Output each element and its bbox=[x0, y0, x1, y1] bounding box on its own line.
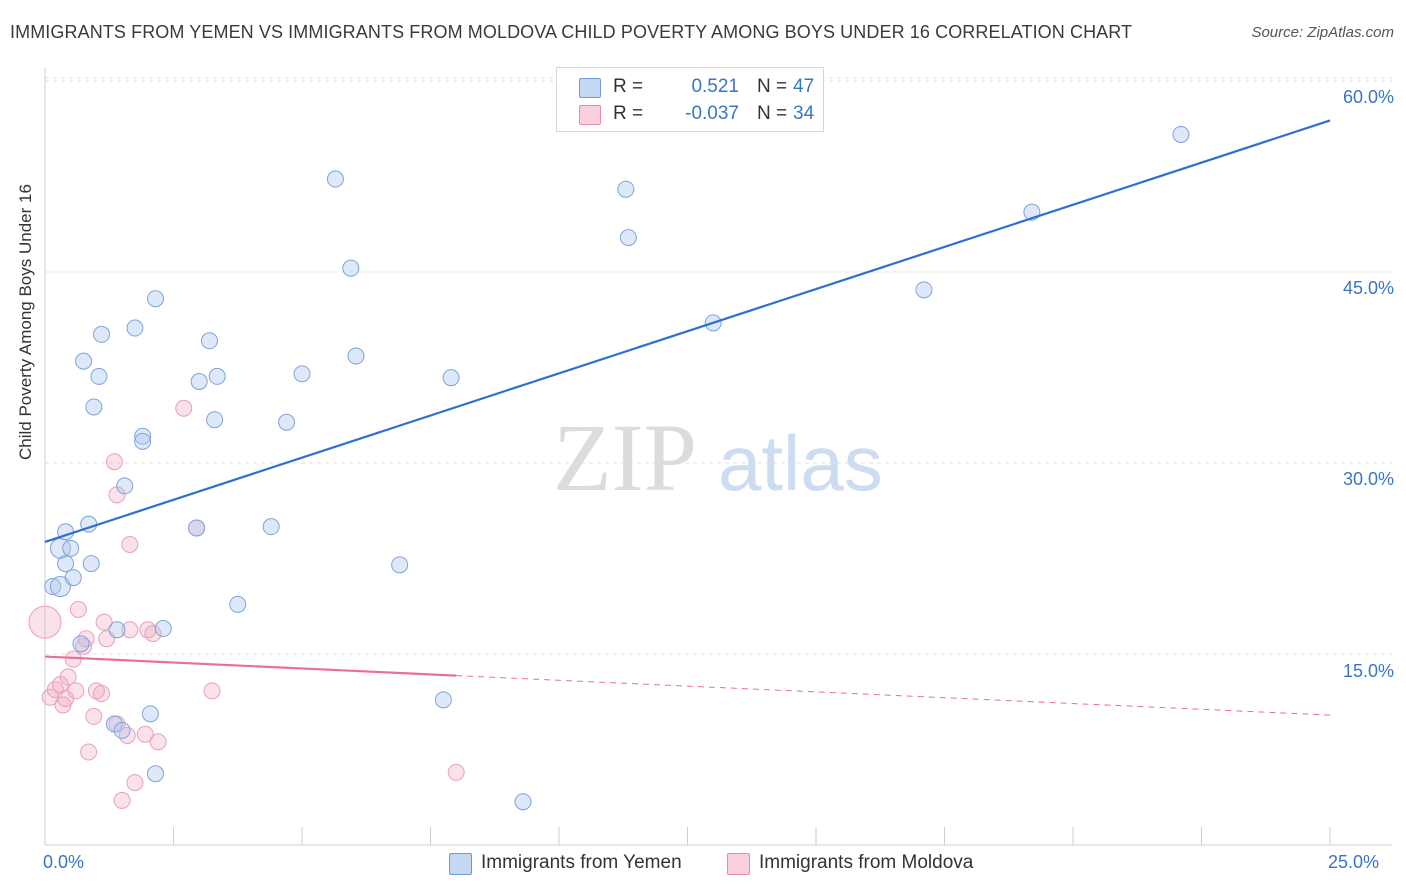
yemen-point bbox=[108, 621, 126, 639]
yemen-point bbox=[134, 427, 152, 445]
grid-lines bbox=[45, 77, 1392, 655]
watermark: ZIP atlas bbox=[553, 404, 883, 511]
moldova-point bbox=[67, 682, 85, 700]
yemen-point bbox=[62, 539, 80, 557]
bottom-legend-swatch-moldova bbox=[727, 853, 750, 875]
legend-swatch-yemen bbox=[579, 78, 601, 98]
legend-r-value-yemen: 0.521 bbox=[691, 76, 739, 97]
yemen-point bbox=[229, 595, 247, 613]
yemen-point bbox=[116, 477, 134, 495]
moldova-point bbox=[93, 684, 111, 702]
yemen-point bbox=[347, 347, 365, 365]
x-tick-label-min: 0.0% bbox=[43, 852, 85, 872]
moldova-point bbox=[80, 743, 98, 761]
yemen-point bbox=[90, 367, 108, 385]
moldova-points bbox=[28, 399, 465, 809]
yemen-point bbox=[85, 398, 103, 416]
yemen-point bbox=[72, 635, 90, 653]
y-tick-label-60: 60.0% bbox=[1342, 87, 1394, 107]
yemen-point bbox=[82, 555, 100, 573]
yemen-point bbox=[434, 691, 452, 709]
moldova-point bbox=[69, 600, 87, 618]
moldova-point bbox=[203, 682, 221, 700]
yemen-point bbox=[141, 705, 159, 723]
moldova-trend-line-dashed bbox=[456, 675, 1331, 716]
moldova-point bbox=[126, 774, 144, 792]
yemen-point bbox=[293, 365, 311, 383]
moldova-point bbox=[121, 535, 139, 553]
yemen-point bbox=[64, 569, 82, 587]
legend-n-label: N = bbox=[757, 103, 788, 124]
yemen-point bbox=[44, 578, 62, 596]
moldova-point bbox=[105, 453, 123, 471]
legend-r-label: R = bbox=[613, 76, 644, 97]
yemen-point bbox=[915, 281, 933, 299]
moldova-point bbox=[447, 763, 465, 781]
yemen-point bbox=[514, 793, 532, 811]
yemen-point bbox=[154, 620, 172, 638]
moldova-point bbox=[113, 791, 131, 809]
legend-n-value-yemen: 47 bbox=[793, 76, 815, 97]
legend-r-label: R = bbox=[613, 103, 644, 124]
yemen-point bbox=[442, 369, 460, 387]
moldova-point bbox=[121, 621, 139, 639]
trend-lines bbox=[44, 119, 1331, 716]
bottom-legend-label-moldova: Immigrants from Moldova bbox=[759, 852, 974, 873]
y-tick-label-45: 45.0% bbox=[1342, 278, 1394, 298]
yemen-point bbox=[188, 519, 206, 537]
yemen-point bbox=[126, 319, 144, 337]
moldova-point bbox=[87, 682, 105, 700]
x-tick-label-max: 25.0% bbox=[1328, 852, 1380, 872]
bottom-legend-swatch-yemen bbox=[449, 853, 472, 875]
yemen-point bbox=[278, 413, 296, 431]
y-tick-label-30: 30.0% bbox=[1342, 469, 1394, 489]
yemen-trend-line bbox=[44, 119, 1331, 543]
legend-n-value-moldova: 34 bbox=[793, 103, 815, 124]
bottom-legend-label-yemen: Immigrants from Yemen bbox=[481, 852, 682, 873]
yemen-point bbox=[342, 259, 360, 277]
watermark-atlas: atlas bbox=[718, 419, 883, 507]
y-tick-label-15: 15.0% bbox=[1342, 661, 1394, 681]
yemen-point bbox=[93, 325, 111, 343]
axes bbox=[44, 68, 1392, 846]
yemen-point bbox=[208, 367, 226, 385]
yemen-point bbox=[113, 721, 131, 739]
yemen-point bbox=[200, 332, 218, 350]
legend-swatch-moldova bbox=[579, 105, 601, 125]
moldova-point bbox=[144, 625, 162, 643]
chart-title: IMMIGRANTS FROM YEMEN VS IMMIGRANTS FROM… bbox=[10, 22, 1133, 42]
moldova-point bbox=[28, 605, 62, 639]
yemen-point bbox=[326, 170, 344, 188]
yemen-point bbox=[190, 373, 208, 391]
legend-r-value-moldova: -0.037 bbox=[685, 103, 739, 124]
moldova-point bbox=[118, 726, 136, 744]
yemen-point bbox=[206, 411, 224, 429]
moldova-point bbox=[59, 668, 77, 686]
moldova-trend-line bbox=[44, 655, 457, 677]
yemen-point bbox=[134, 432, 152, 450]
moldova-point bbox=[85, 707, 103, 725]
y-axis-label: Child Poverty Among Boys Under 16 bbox=[16, 184, 35, 460]
moldova-point bbox=[175, 399, 193, 417]
correlation-legend: R = 0.521 N = 47 R = -0.037 N = 34 bbox=[556, 67, 824, 132]
yemen-point bbox=[619, 229, 637, 247]
watermark-zip: ZIP bbox=[553, 404, 697, 511]
yemen-point bbox=[147, 765, 165, 783]
legend-n-label: N = bbox=[757, 76, 788, 97]
moldova-point bbox=[136, 725, 154, 743]
moldova-point bbox=[77, 630, 95, 648]
yemen-point bbox=[147, 290, 165, 308]
source-label: Source: ZipAtlas.com bbox=[1251, 24, 1394, 41]
moldova-point bbox=[149, 733, 167, 751]
yemen-point bbox=[49, 576, 71, 598]
yemen-point bbox=[262, 518, 280, 536]
yemen-point bbox=[391, 556, 409, 574]
yemen-point bbox=[75, 352, 93, 370]
yemen-point bbox=[617, 180, 635, 198]
moldova-point bbox=[95, 613, 113, 631]
yemen-point bbox=[57, 555, 75, 573]
yemen-point bbox=[1172, 125, 1190, 143]
